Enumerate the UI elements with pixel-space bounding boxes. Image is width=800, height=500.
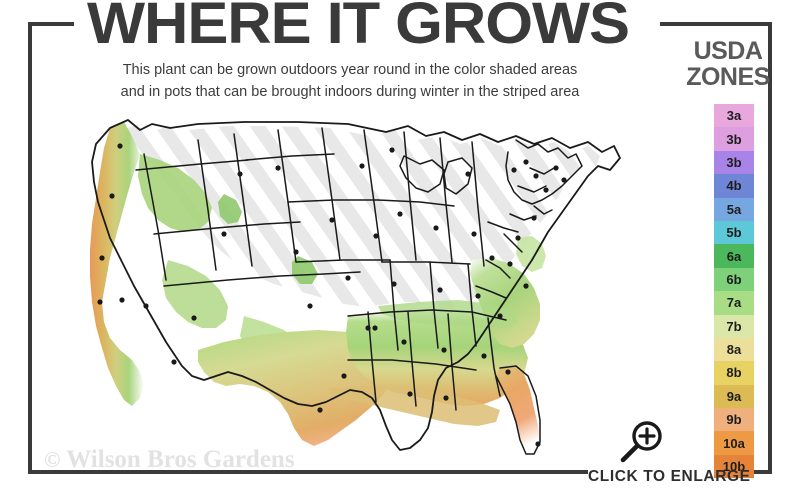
zone-swatch-9b-13: 9b: [714, 408, 754, 432]
map-state-outlines: [91, 119, 621, 455]
zone-swatch-8a-10: 8a: [714, 337, 754, 362]
map-svg: [90, 119, 621, 456]
zone-swatch-label: 8b: [726, 365, 742, 381]
frame-top-right-segment: [660, 22, 772, 26]
watermark: © Wilson Bros Gardens: [44, 446, 295, 474]
frame-bottom-right-segment: [740, 470, 772, 474]
usda-zone-legend: 3a 3b 3b 4b 5a 5b 6a 6b 7a 7b 8a 8b 9a 9b 10a 10b: [714, 104, 754, 479]
zone-swatch-6b-7: 6b: [714, 267, 754, 292]
zone-swatch-10b-15: 10b: [714, 454, 754, 479]
zone-swatch-label: 10b: [722, 459, 746, 475]
zone-swatch-label: 6a: [726, 248, 742, 264]
zone-swatch-label: 8a: [726, 342, 742, 358]
zone-swatch-3a-0: 3a: [714, 104, 754, 128]
zone-swatch-label: 3a: [726, 108, 742, 124]
zone-swatch-4b-3: 4b: [714, 174, 754, 198]
zone-swatch-label: 5a: [726, 201, 742, 217]
zone-swatch-6a-6: 6a: [714, 244, 754, 268]
zone-swatch-label: 10a: [723, 435, 745, 451]
zone-swatch-3b-1: 3b: [714, 127, 754, 151]
zone-swatch-8b-11: 8b: [714, 361, 754, 385]
zone-swatch-label: 3b: [726, 154, 742, 170]
zone-swatch-5b-5: 5b: [714, 220, 754, 245]
legend-heading: USDA ZONES: [672, 38, 784, 90]
zone-swatch-label: 4b: [726, 178, 742, 194]
subtitle-line-2: and in pots that can be brought indoors …: [120, 83, 580, 100]
page-title: WHERE IT GROWS: [87, 0, 630, 56]
zone-swatch-label: 6b: [726, 271, 742, 287]
zone-swatch-label: 7b: [726, 318, 742, 334]
zone-swatch-3b-2: 3b: [714, 150, 754, 175]
zone-swatch-9a-12: 9a: [714, 384, 754, 409]
map-city-dots: [97, 143, 567, 447]
magnifier-plus-icon[interactable]: [614, 418, 670, 466]
zone-swatch-7a-8: 7a: [714, 291, 754, 315]
copyright-symbol: ©: [44, 447, 61, 472]
frame-top-left-segment: [28, 22, 74, 26]
watermark-text: Wilson Bros Gardens: [66, 446, 295, 473]
frame-right-segment: [768, 22, 772, 474]
zone-swatch-label: 3b: [726, 131, 742, 147]
zone-swatch-label: 9a: [726, 388, 742, 404]
zone-swatch-10a-14: 10a: [714, 431, 754, 455]
zone-swatch-label: 9b: [726, 412, 742, 428]
frame-left-segment: [28, 22, 32, 474]
legend-heading-line-1: USDA: [693, 37, 763, 65]
click-to-enlarge-label[interactable]: CLICK TO ENLARGE: [588, 468, 751, 485]
frame-bottom-left-segment: [28, 470, 588, 474]
zone-swatch-label: 5b: [726, 225, 742, 241]
legend-heading-line-2: ZONES: [686, 63, 770, 91]
page-subtitle: This plant can be grown outdoors year ro…: [40, 60, 660, 104]
usda-zone-map[interactable]: [48, 110, 648, 460]
zone-swatch-label: 7a: [726, 295, 742, 311]
zone-swatch-5a-4: 5a: [714, 197, 754, 221]
zone-swatch-7b-9: 7b: [714, 314, 754, 338]
subtitle-line-1: This plant can be grown outdoors year ro…: [122, 62, 578, 78]
